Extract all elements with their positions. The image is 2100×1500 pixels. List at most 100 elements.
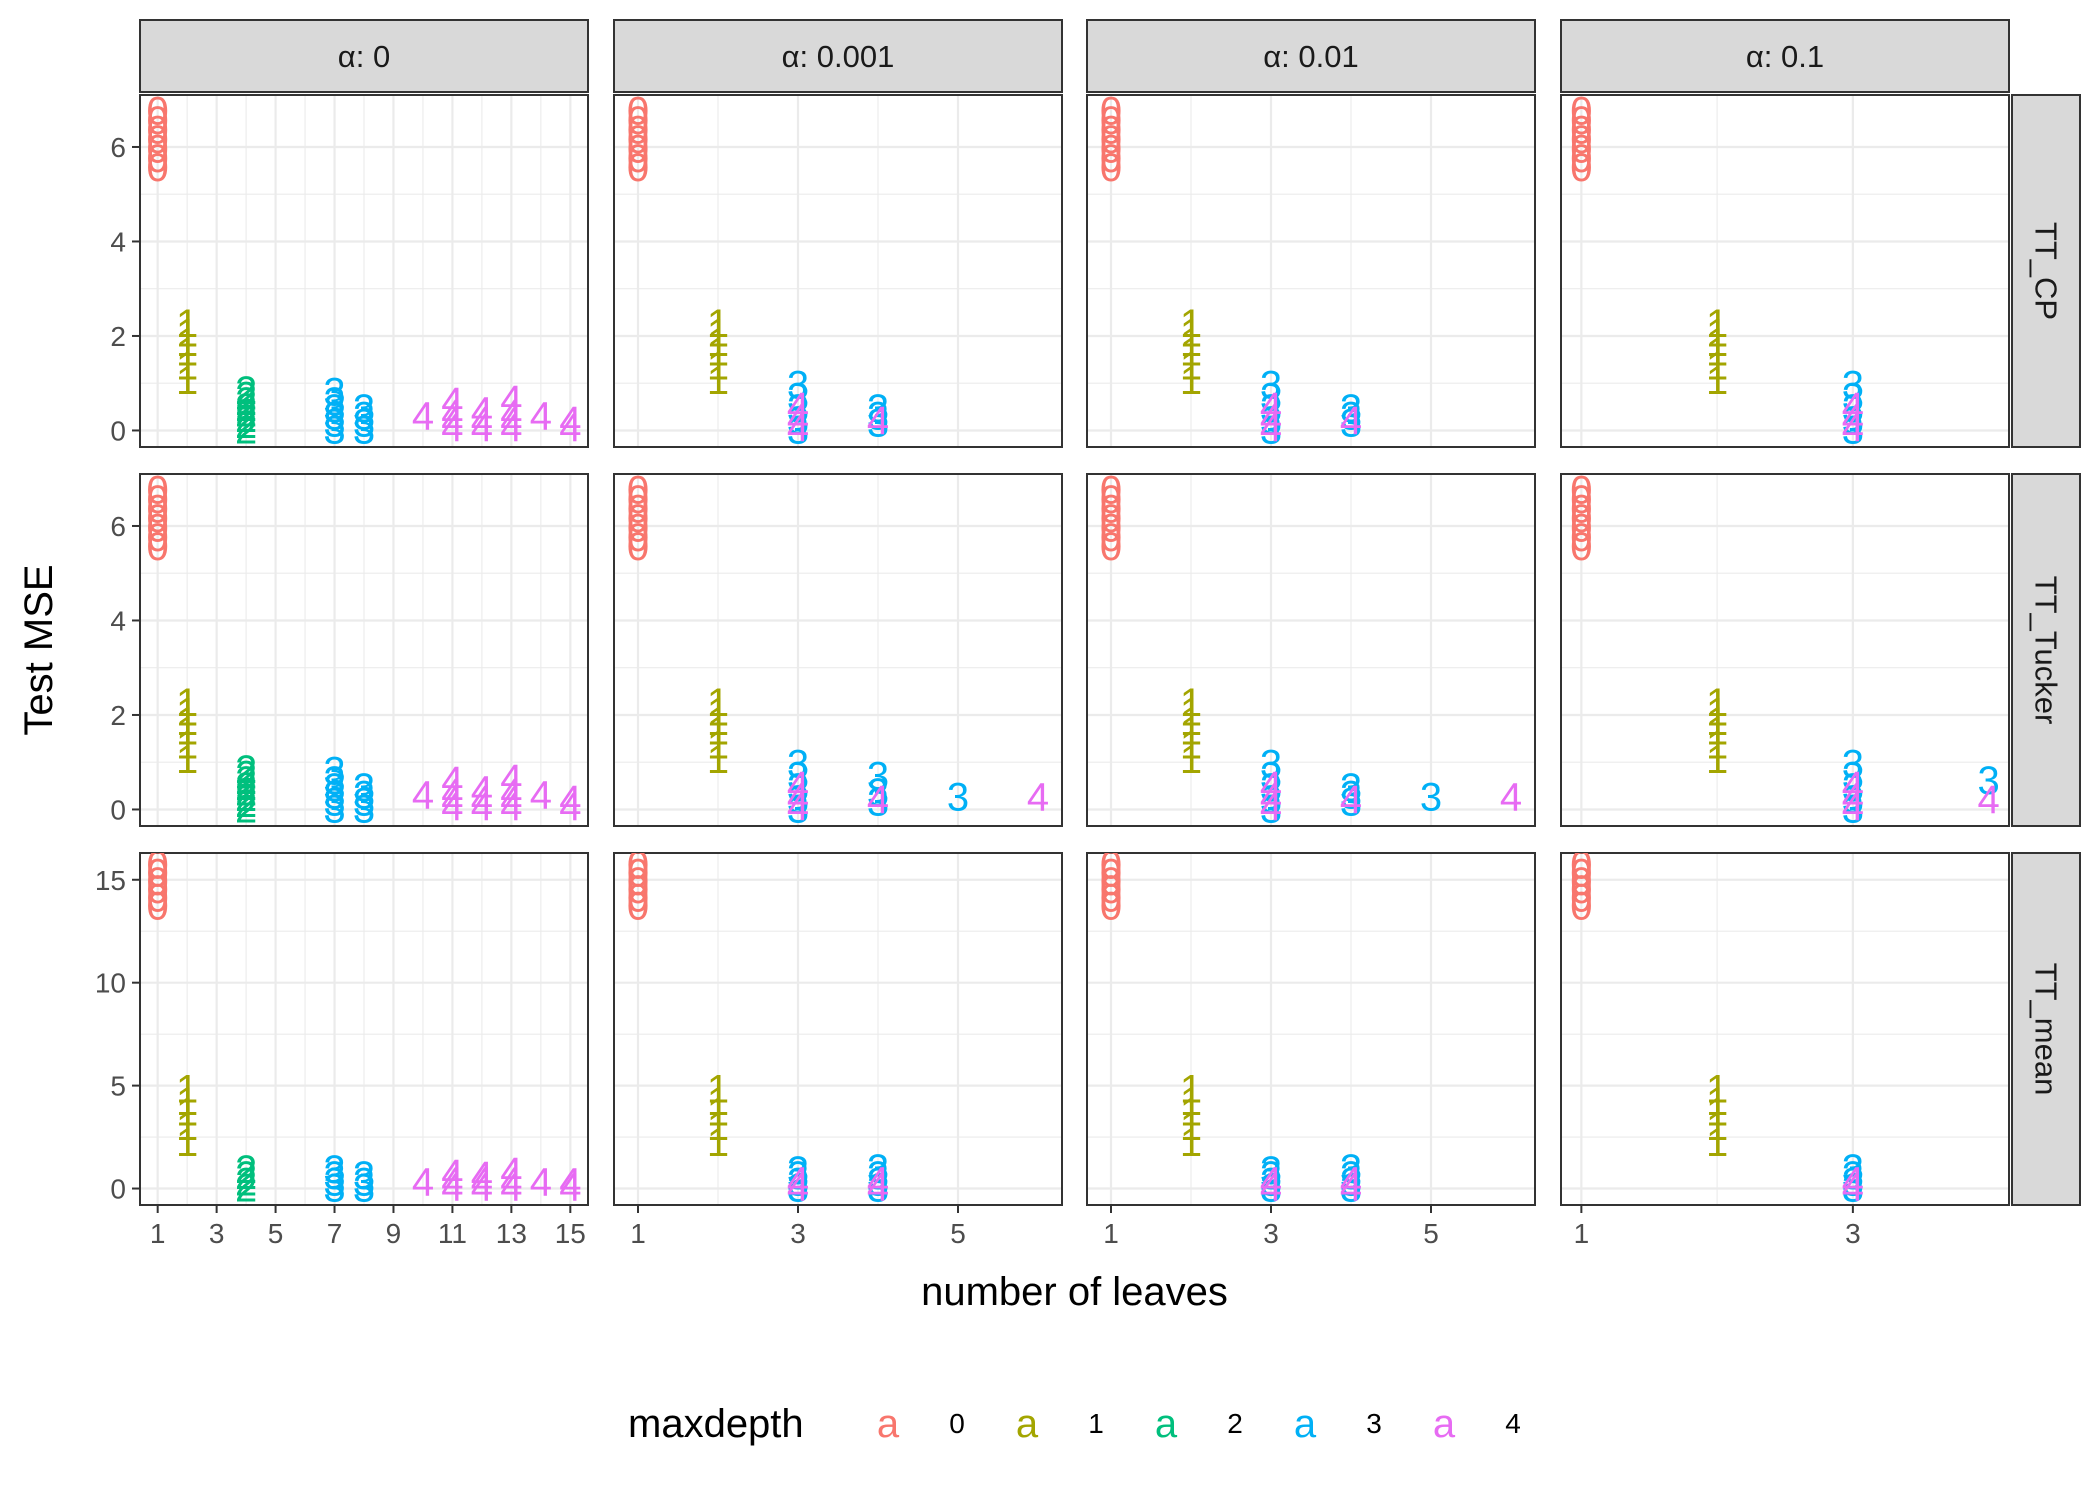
data-point: 4: [559, 785, 581, 829]
data-point: 1: [707, 1105, 729, 1149]
data-point: 4: [441, 380, 463, 424]
data-point: 1: [1180, 312, 1202, 356]
data-point: 1: [176, 1090, 198, 1134]
data-point: 2: [235, 782, 257, 826]
data-point: 0: [1570, 525, 1592, 569]
data-point: 1: [1180, 681, 1202, 725]
data-point: 4: [559, 1166, 581, 1210]
panel: [1086, 852, 1536, 1206]
data-point: 0: [147, 843, 169, 887]
column-strip: [139, 19, 589, 93]
data-point: 0: [147, 852, 169, 896]
data-point: 3: [1842, 1154, 1864, 1198]
panel: [1560, 94, 2010, 448]
data-point: 3: [1842, 1147, 1864, 1191]
data-point: 1: [176, 724, 198, 768]
data-point: 1: [176, 1080, 198, 1124]
row-strip: [2011, 473, 2081, 827]
data-point: 1: [176, 710, 198, 754]
data-point: 0: [1570, 876, 1592, 920]
data-point: 3: [787, 787, 809, 831]
data-point: 3: [323, 401, 345, 445]
data-point: 0: [627, 108, 649, 152]
data-point: 2: [235, 770, 257, 814]
data-point: 3: [353, 401, 375, 445]
data-point: 0: [1570, 852, 1592, 896]
data-point: 2: [235, 403, 257, 447]
panel: [139, 94, 589, 448]
data-point: 4: [471, 399, 493, 443]
legend-key: a: [1016, 1402, 1039, 1446]
data-point: 0: [1100, 876, 1122, 920]
data-point: 3: [947, 776, 969, 820]
data-point: 0: [627, 469, 649, 513]
data-point: 1: [1706, 1090, 1728, 1134]
data-point: 1: [176, 331, 198, 375]
panel-border: [1086, 473, 1536, 827]
y-tick-label: 10: [95, 968, 126, 999]
x-tick-label: 11: [438, 1218, 467, 1249]
data-point: 0: [627, 90, 649, 134]
data-point: 4: [500, 1159, 522, 1203]
x-tick-label: 1: [150, 1218, 166, 1249]
data-point: 3: [867, 754, 889, 798]
data-point: 1: [707, 302, 729, 346]
data-point: 2: [235, 1160, 257, 1204]
legend-item-label: 4: [1505, 1408, 1521, 1439]
data-point: 3: [1420, 776, 1442, 820]
data-point: 4: [500, 771, 522, 815]
data-point: 2: [235, 1154, 257, 1198]
data-point: 0: [1100, 885, 1122, 929]
data-point: 3: [1260, 754, 1282, 798]
data-point: 1: [176, 1068, 198, 1112]
row-strip-label: TT_CP: [2029, 222, 2064, 320]
panel-border: [1560, 852, 2010, 1206]
data-point: 0: [1570, 843, 1592, 887]
data-point: 4: [867, 1166, 889, 1210]
data-point: 1: [176, 321, 198, 365]
data-point: 3: [323, 408, 345, 452]
data-point: 1: [1706, 1105, 1728, 1149]
data-point: 1: [176, 345, 198, 389]
data-point: 3: [323, 780, 345, 824]
data-point: 3: [323, 387, 345, 431]
data-point: 3: [323, 380, 345, 424]
data-point: 0: [1100, 478, 1122, 522]
data-point: 0: [147, 146, 169, 190]
data-point: 4: [471, 785, 493, 829]
data-point: 0: [147, 516, 169, 560]
data-point: 3: [1340, 1160, 1362, 1204]
panel: [139, 852, 589, 1206]
data-point: 3: [323, 1148, 345, 1192]
data-point: 4: [500, 785, 522, 829]
data-point: 0: [1100, 127, 1122, 171]
data-point: 2: [235, 748, 257, 792]
data-point: 3: [1260, 1160, 1282, 1204]
data-point: 1: [176, 691, 198, 735]
data-point: 0: [1570, 118, 1592, 162]
data-point: 2: [235, 1167, 257, 1211]
data-point: 3: [867, 394, 889, 438]
data-point: 1: [1180, 1080, 1202, 1124]
data-point: 0: [627, 497, 649, 541]
panel: [613, 852, 1063, 1206]
data-point: 1: [1180, 321, 1202, 365]
y-tick-label: 6: [110, 132, 126, 163]
data-point: 1: [1706, 321, 1728, 365]
data-point: 4: [441, 785, 463, 829]
data-point: 1: [707, 345, 729, 389]
legend-title: maxdepth: [628, 1402, 804, 1446]
data-point: 2: [235, 765, 257, 809]
data-point: 3: [867, 1147, 889, 1191]
data-point: 1: [1180, 738, 1202, 782]
panel: [1560, 852, 2010, 1206]
data-point: 4: [1842, 785, 1864, 829]
data-point: 3: [787, 1154, 809, 1198]
data-point: 1: [1706, 700, 1728, 744]
data-point: 1: [1706, 1080, 1728, 1124]
